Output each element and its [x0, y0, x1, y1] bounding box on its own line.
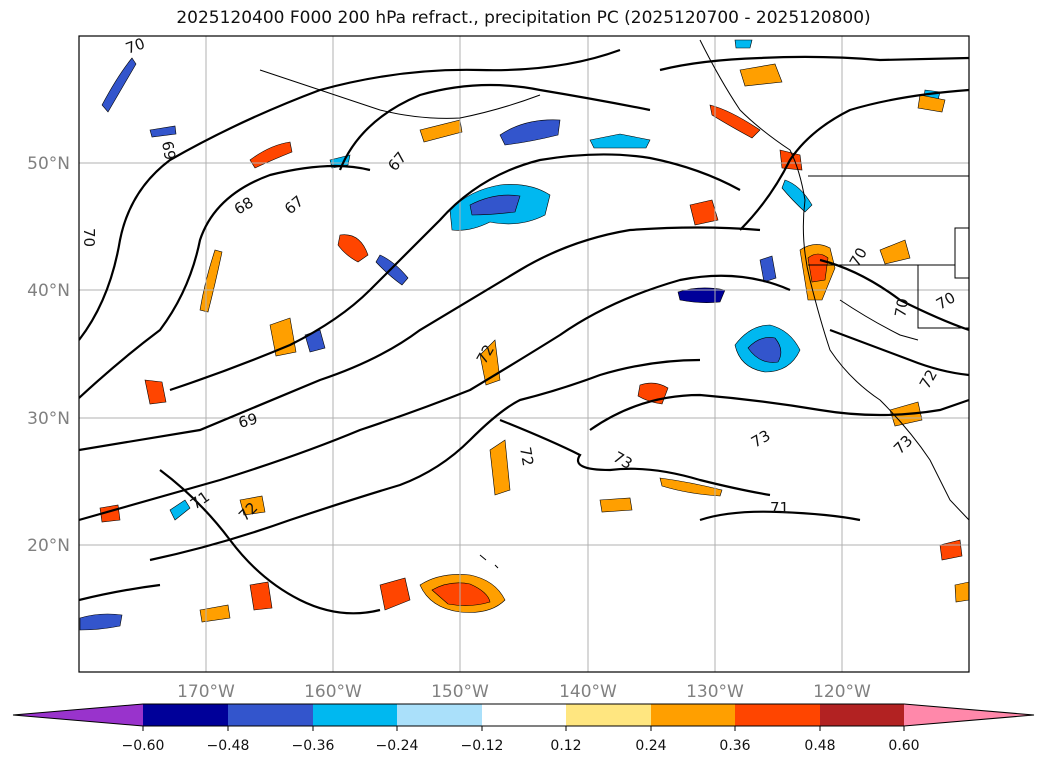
colorbar-swatch: [735, 704, 820, 726]
coastlines: [259, 39, 969, 569]
colorbar-tick-label: 0.60: [888, 738, 919, 754]
colorbar-extend-high: [904, 704, 1034, 726]
contour-label: 70: [123, 34, 147, 57]
contour-label: 69: [158, 140, 179, 162]
lon-label-170w: 170°W: [177, 682, 235, 702]
colorbar-tick-label: 0.48: [804, 738, 835, 754]
lat-label-40n: 40°N: [27, 281, 70, 301]
colorbar-swatch: [228, 704, 313, 726]
colorbar: −0.60 −0.48 −0.36 −0.24 −0.12 0.12 0.24 …: [12, 703, 1035, 754]
colorbar-tick-label: −0.60: [122, 738, 165, 754]
colorbar-swatch: [313, 704, 397, 726]
colorbar-tick-label: −0.24: [376, 738, 419, 754]
lon-label-140w: 140°W: [559, 682, 617, 702]
latitude-labels: 50°N 40°N 30°N 20°N: [27, 154, 70, 556]
contour-label: 72: [516, 446, 537, 468]
contour-label: 70: [80, 228, 98, 247]
colorbar-swatch: [143, 704, 228, 726]
chart-title: 2025120400 F000 200 hPa refract., precip…: [176, 8, 871, 28]
colorbar-swatch: [397, 704, 482, 726]
colorbar-tick-label: −0.36: [292, 738, 335, 754]
contour-label: 71: [770, 499, 789, 517]
lat-label-50n: 50°N: [27, 154, 70, 174]
lon-label-120w: 120°W: [813, 682, 871, 702]
longitude-labels: 170°W 160°W 150°W 140°W 130°W 120°W: [177, 682, 871, 702]
colorbar-swatch: [651, 704, 735, 726]
colorbar-tick-label: −0.48: [207, 738, 250, 754]
colorbar-swatch: [820, 704, 904, 726]
colorbar-tick-label: 0.12: [550, 738, 581, 754]
colorbar-swatch: [482, 704, 566, 726]
lon-label-150w: 150°W: [431, 682, 489, 702]
lat-label-20n: 20°N: [27, 536, 70, 556]
map-frame: [78, 35, 970, 673]
lon-label-160w: 160°W: [304, 682, 362, 702]
colorbar-extend-low: [13, 704, 143, 726]
contour-label: 70: [891, 297, 912, 319]
colorbar-tick-label: −0.12: [461, 738, 504, 754]
lon-label-130w: 130°W: [686, 682, 744, 702]
contour-label: 69: [236, 410, 259, 432]
refractivity-contours: [79, 48, 969, 615]
colorbar-tick-label: 0.24: [635, 738, 666, 754]
colorbar-swatch: [566, 704, 651, 726]
colorbar-tick-label: 0.36: [719, 738, 750, 754]
lat-label-30n: 30°N: [27, 409, 70, 429]
